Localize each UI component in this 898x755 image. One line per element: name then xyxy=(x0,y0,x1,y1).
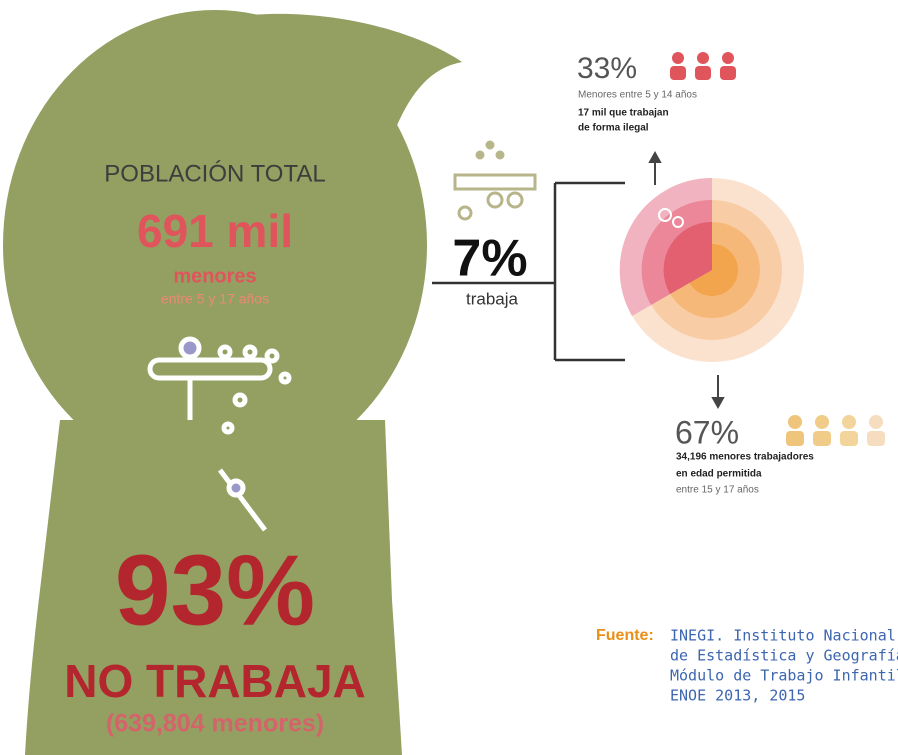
source-line: de Estadística y Geografía, xyxy=(670,647,898,665)
source-line: Módulo de Trabajo Infantil, xyxy=(670,667,898,685)
working-label: trabaja xyxy=(466,289,519,308)
body: POBLACIÓN TOTAL 691 mil menores entre 5 … xyxy=(0,0,898,755)
split-circle xyxy=(620,178,804,362)
legal-icons xyxy=(786,415,885,446)
illegal-line: Menores entre 5 y 14 años xyxy=(578,90,697,101)
population-range: entre 5 y 17 años xyxy=(161,291,269,307)
source-line: ENOE 2013, 2015 xyxy=(670,687,805,705)
not-working-label: NO TRABAJA xyxy=(64,655,366,707)
legal-line: entre 15 y 17 años xyxy=(676,485,759,496)
population-label: POBLACIÓN TOTAL xyxy=(104,160,325,187)
legal-line: en edad permitida xyxy=(676,469,762,480)
population-unit: menores xyxy=(173,265,256,287)
source-line: INEGI. Instituto Nacional xyxy=(670,627,896,645)
not-working-count: (639,804 menores) xyxy=(106,710,324,738)
source-text: INEGI. Instituto Nacional de Estadística… xyxy=(670,627,898,705)
work-icon xyxy=(455,142,535,219)
legal-line: 34,196 menores trabajadores xyxy=(676,452,814,463)
illegal-line: de forma ilegal xyxy=(578,123,649,134)
page: Trabajo infantil {"silhouette": {"popula… xyxy=(0,0,898,755)
not-working-percent: 93% xyxy=(115,534,315,646)
illegal-icons xyxy=(670,52,736,80)
legal-percent: 67% xyxy=(675,414,739,450)
source-label: Fuente: xyxy=(596,627,654,644)
working-percent: 7% xyxy=(452,230,527,288)
illegal-percent: 33% xyxy=(577,52,637,85)
population-value: 691 mil xyxy=(137,205,293,257)
infographic: POBLACIÓN TOTAL 691 mil menores entre 5 … xyxy=(0,0,898,755)
illegal-line: 17 mil que trabajan xyxy=(578,108,669,119)
